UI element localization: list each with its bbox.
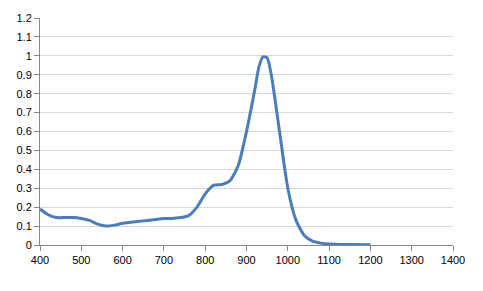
svg-text:500: 500 [72,254,90,266]
svg-text:0.4: 0.4 [17,163,32,175]
svg-text:1400: 1400 [441,254,465,266]
svg-text:0.3: 0.3 [17,182,32,194]
svg-text:0.7: 0.7 [17,106,32,118]
svg-text:700: 700 [155,254,173,266]
svg-text:1000: 1000 [276,254,300,266]
svg-text:1100: 1100 [317,254,341,266]
svg-text:1200: 1200 [358,254,382,266]
svg-text:1300: 1300 [399,254,423,266]
svg-text:0.2: 0.2 [17,201,32,213]
svg-text:1: 1 [26,50,32,62]
svg-text:0.1: 0.1 [17,220,32,232]
svg-text:0.9: 0.9 [17,69,32,81]
svg-text:0: 0 [26,239,32,251]
svg-text:0.8: 0.8 [17,88,32,100]
svg-text:600: 600 [113,254,131,266]
svg-text:1.1: 1.1 [17,31,32,43]
svg-text:400: 400 [31,254,49,266]
svg-text:800: 800 [196,254,214,266]
svg-text:1.2: 1.2 [17,12,32,24]
svg-text:0.6: 0.6 [17,125,32,137]
svg-text:0.5: 0.5 [17,144,32,156]
svg-text:900: 900 [237,254,255,266]
